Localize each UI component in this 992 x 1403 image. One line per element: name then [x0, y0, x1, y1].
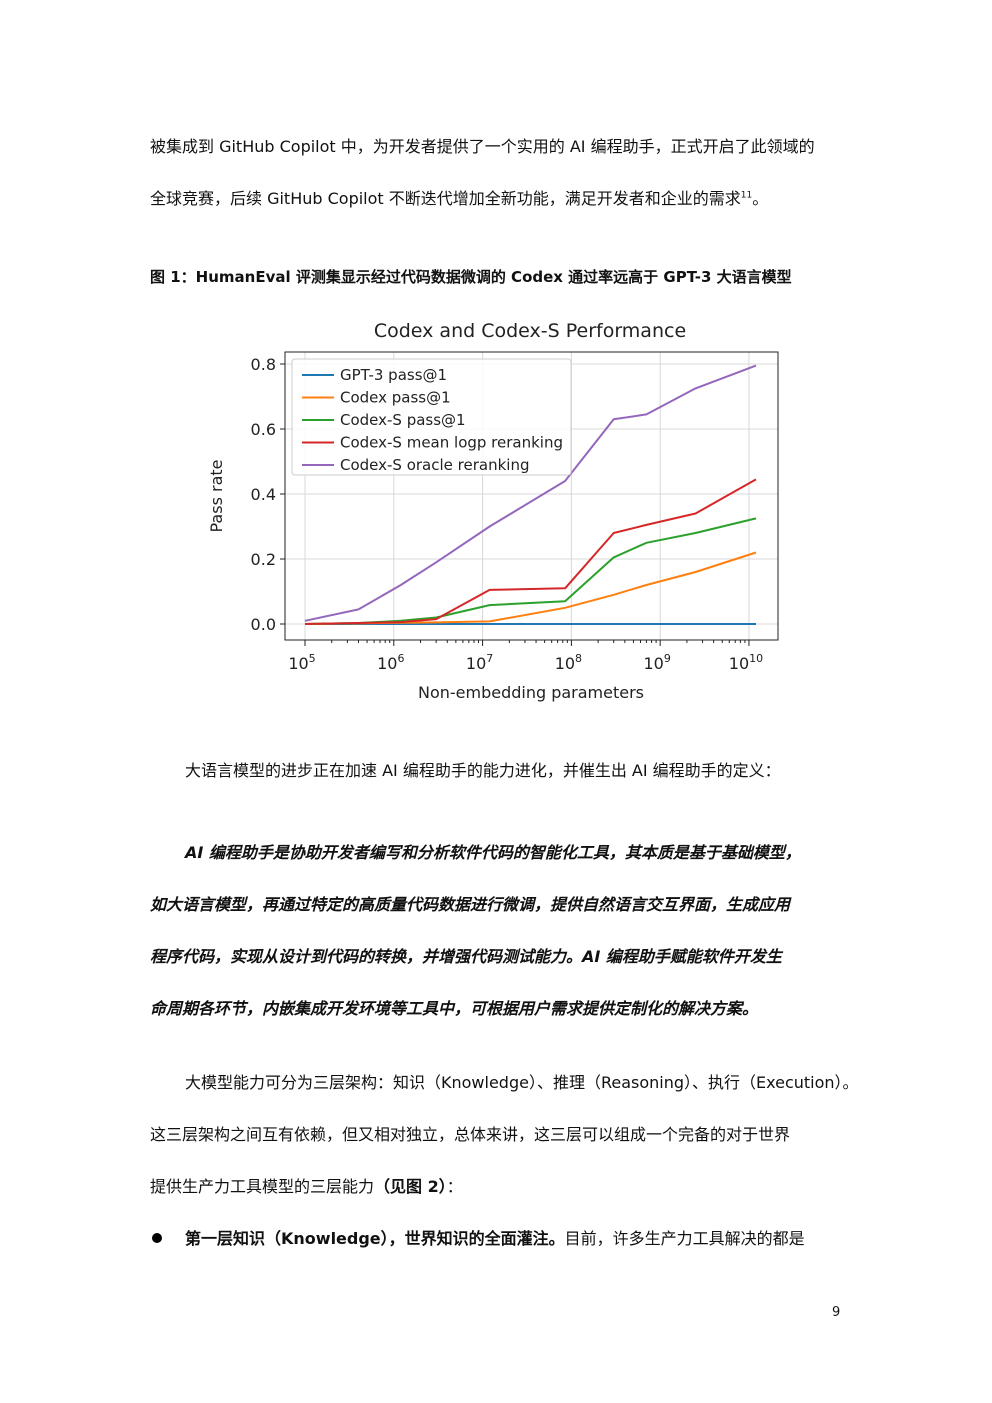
- x-tick-label: 105: [288, 652, 315, 673]
- text: 全球竞赛，后续 GitHub Copilot 不断迭代增加全新功能，满足开发者和…: [150, 189, 741, 208]
- x-tick-exponent: 5: [309, 652, 316, 665]
- series-line: [304, 517, 757, 625]
- x-tick-base: 10: [643, 654, 663, 673]
- legend-label: Codex-S mean logp reranking: [340, 434, 563, 452]
- y-axis-label: Pass rate: [207, 460, 226, 533]
- text: ：: [446, 1177, 463, 1196]
- x-tick-exponent: 6: [397, 652, 404, 665]
- figure-caption: 图 1：HumanEval 评测集显示经过代码数据微调的 Codex 通过率远高…: [150, 268, 792, 286]
- y-tick-label: 0.2: [251, 550, 276, 569]
- text: AI 编程助手是协助开发者编写和分析软件代码的智能化工具，其本质是基于基础模型，: [185, 843, 801, 862]
- text: 大语言模型的进步正在加速 AI 编程助手的能力进化，并催生出 AI 编程助手的定…: [185, 761, 781, 780]
- x-tick-exponent: 7: [486, 652, 493, 665]
- text: 目前，许多生产力工具解决的都是: [564, 1229, 805, 1248]
- x-tick-label: 108: [555, 652, 582, 673]
- x-tick-label: 107: [466, 652, 493, 673]
- paragraph-line: 提供生产力工具模型的三层能力（见图 2）：: [150, 1177, 463, 1197]
- x-tick-base: 10: [729, 654, 749, 673]
- y-tick-label: 0.4: [251, 485, 276, 504]
- definition-line: AI 编程助手是协助开发者编写和分析软件代码的智能化工具，其本质是基于基础模型，: [185, 839, 801, 863]
- x-axis-label: Non-embedding parameters: [418, 683, 644, 702]
- paragraph-line: 大语言模型的进步正在加速 AI 编程助手的能力进化，并催生出 AI 编程助手的定…: [185, 761, 781, 781]
- definition-line: 程序代码，实现从设计到代码的转换，并增强代码测试能力。AI 编程助手赋能软件开发…: [150, 943, 782, 967]
- text: 大模型能力可分为三层架构：知识（Knowledge）、推理（Reasoning）…: [185, 1073, 859, 1092]
- x-tick-base: 10: [466, 654, 486, 673]
- page-number: 9: [832, 1305, 841, 1320]
- x-tick-exponent: 10: [749, 652, 763, 665]
- text: 程序代码，实现从设计到代码的转换，并增强代码测试能力。AI 编程助手赋能软件开发…: [150, 947, 782, 966]
- legend-box: [291, 358, 572, 476]
- x-tick-label: 109: [643, 652, 670, 673]
- series-line: [304, 478, 757, 625]
- text: 被集成到 GitHub Copilot 中，为开发者提供了一个实用的 AI 编程…: [150, 137, 815, 156]
- paragraph-line: 大模型能力可分为三层架构：知识（Knowledge）、推理（Reasoning）…: [185, 1073, 859, 1093]
- bullet-heading: 第一层知识（Knowledge），世界知识的全面灌注。: [185, 1229, 565, 1248]
- x-tick-label: 106: [377, 652, 404, 673]
- x-tick-base: 10: [377, 654, 397, 673]
- x-tick-base: 10: [555, 654, 575, 673]
- legend: GPT-3 pass@1 Codex pass@1 Codex-S pass@1 Co…: [291, 358, 572, 476]
- text: 这三层架构之间互有依赖，但又相对独立，总体来讲，这三层可以组成一个完备的对于世界: [150, 1125, 791, 1144]
- x-tick-base: 10: [288, 654, 308, 673]
- footnote-marker: 11: [740, 190, 753, 201]
- performance-chart: Codex and Codex-S Performance 0.0 0.2 0.4 0…: [207, 320, 779, 702]
- series-line: [304, 364, 757, 622]
- y-tick-label: 0.6: [251, 420, 276, 439]
- legend-label: Codex pass@1: [340, 389, 451, 407]
- series-lines: [304, 364, 757, 625]
- text: 。: [752, 189, 769, 208]
- x-tick-label: 1010: [729, 652, 763, 673]
- plot-frame: [284, 351, 779, 641]
- paragraph-line: 被集成到 GitHub Copilot 中，为开发者提供了一个实用的 AI 编程…: [150, 137, 815, 157]
- y-tick-label: 0.0: [251, 615, 276, 634]
- text: 提供生产力工具模型的三层能力: [150, 1177, 375, 1196]
- legend-label: Codex-S oracle reranking: [340, 456, 529, 474]
- text: 命周期各环节，内嵌集成开发环境等工具中，可根据用户需求提供定制化的解决方案。: [150, 999, 759, 1018]
- legend-label: Codex-S pass@1: [340, 411, 466, 429]
- paragraph-line: 这三层架构之间互有依赖，但又相对独立，总体来讲，这三层可以组成一个完备的对于世界: [150, 1125, 790, 1145]
- bullet-icon: [152, 1233, 162, 1243]
- x-tick-exponent: 8: [575, 652, 582, 665]
- definition-line: 如大语言模型，再通过特定的高质量代码数据进行微调，提供自然语言交互界面，生成应用: [150, 891, 790, 915]
- y-tick-label: 0.8: [251, 355, 276, 374]
- legend-label: GPT-3 pass@1: [340, 366, 447, 384]
- chart-title: Codex and Codex-S Performance: [374, 320, 686, 342]
- definition-line: 命周期各环节，内嵌集成开发环境等工具中，可根据用户需求提供定制化的解决方案。: [150, 995, 758, 1019]
- bullet-item: 第一层知识（Knowledge），世界知识的全面灌注。目前，许多生产力工具解决的…: [185, 1229, 805, 1249]
- x-tick-exponent: 9: [664, 652, 671, 665]
- text: 如大语言模型，再通过特定的高质量代码数据进行微调，提供自然语言交互界面，生成应用: [150, 895, 791, 914]
- figure-reference: （见图 2）: [374, 1177, 447, 1196]
- paragraph-line: 全球竞赛，后续 GitHub Copilot 不断迭代增加全新功能，满足开发者和…: [150, 189, 768, 209]
